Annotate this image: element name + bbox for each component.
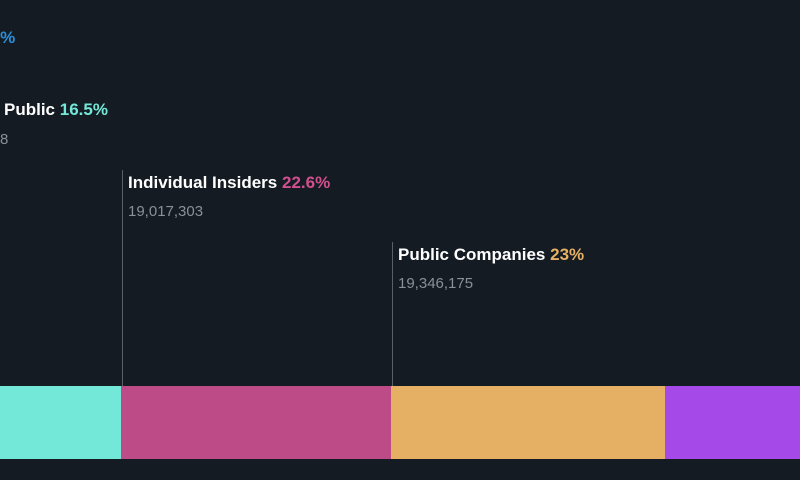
- public-companies-name: Public Companies: [398, 245, 546, 264]
- public-name: Public: [4, 100, 56, 119]
- label-public-companies: Public Companies 23%: [398, 245, 584, 265]
- insiders-value: 19,017,303: [128, 203, 204, 220]
- label-individual-insiders: Individual Insiders 22.6%: [128, 173, 330, 193]
- insiders-name: Individual Insiders: [128, 173, 278, 192]
- public-percent: 16.5%: [59, 100, 108, 119]
- public-companies-value: 19,346,175: [398, 275, 474, 292]
- public-value: 8: [0, 131, 9, 148]
- bar-segment-public-companies: [391, 386, 665, 459]
- label-blue-segment: .1%: [0, 28, 15, 48]
- leader-line-public-companies: [392, 242, 393, 386]
- insiders-percent: 22.6%: [282, 173, 331, 192]
- bar-segment-purple: [665, 386, 800, 459]
- blue-percent: .1%: [0, 28, 16, 47]
- bar-segment-individual-insiders: [121, 386, 391, 459]
- bar-segment-public: [0, 386, 121, 459]
- label-public: Public 16.5%: [4, 100, 108, 120]
- public-companies-percent: 23%: [550, 245, 585, 264]
- leader-line-insiders: [122, 170, 123, 386]
